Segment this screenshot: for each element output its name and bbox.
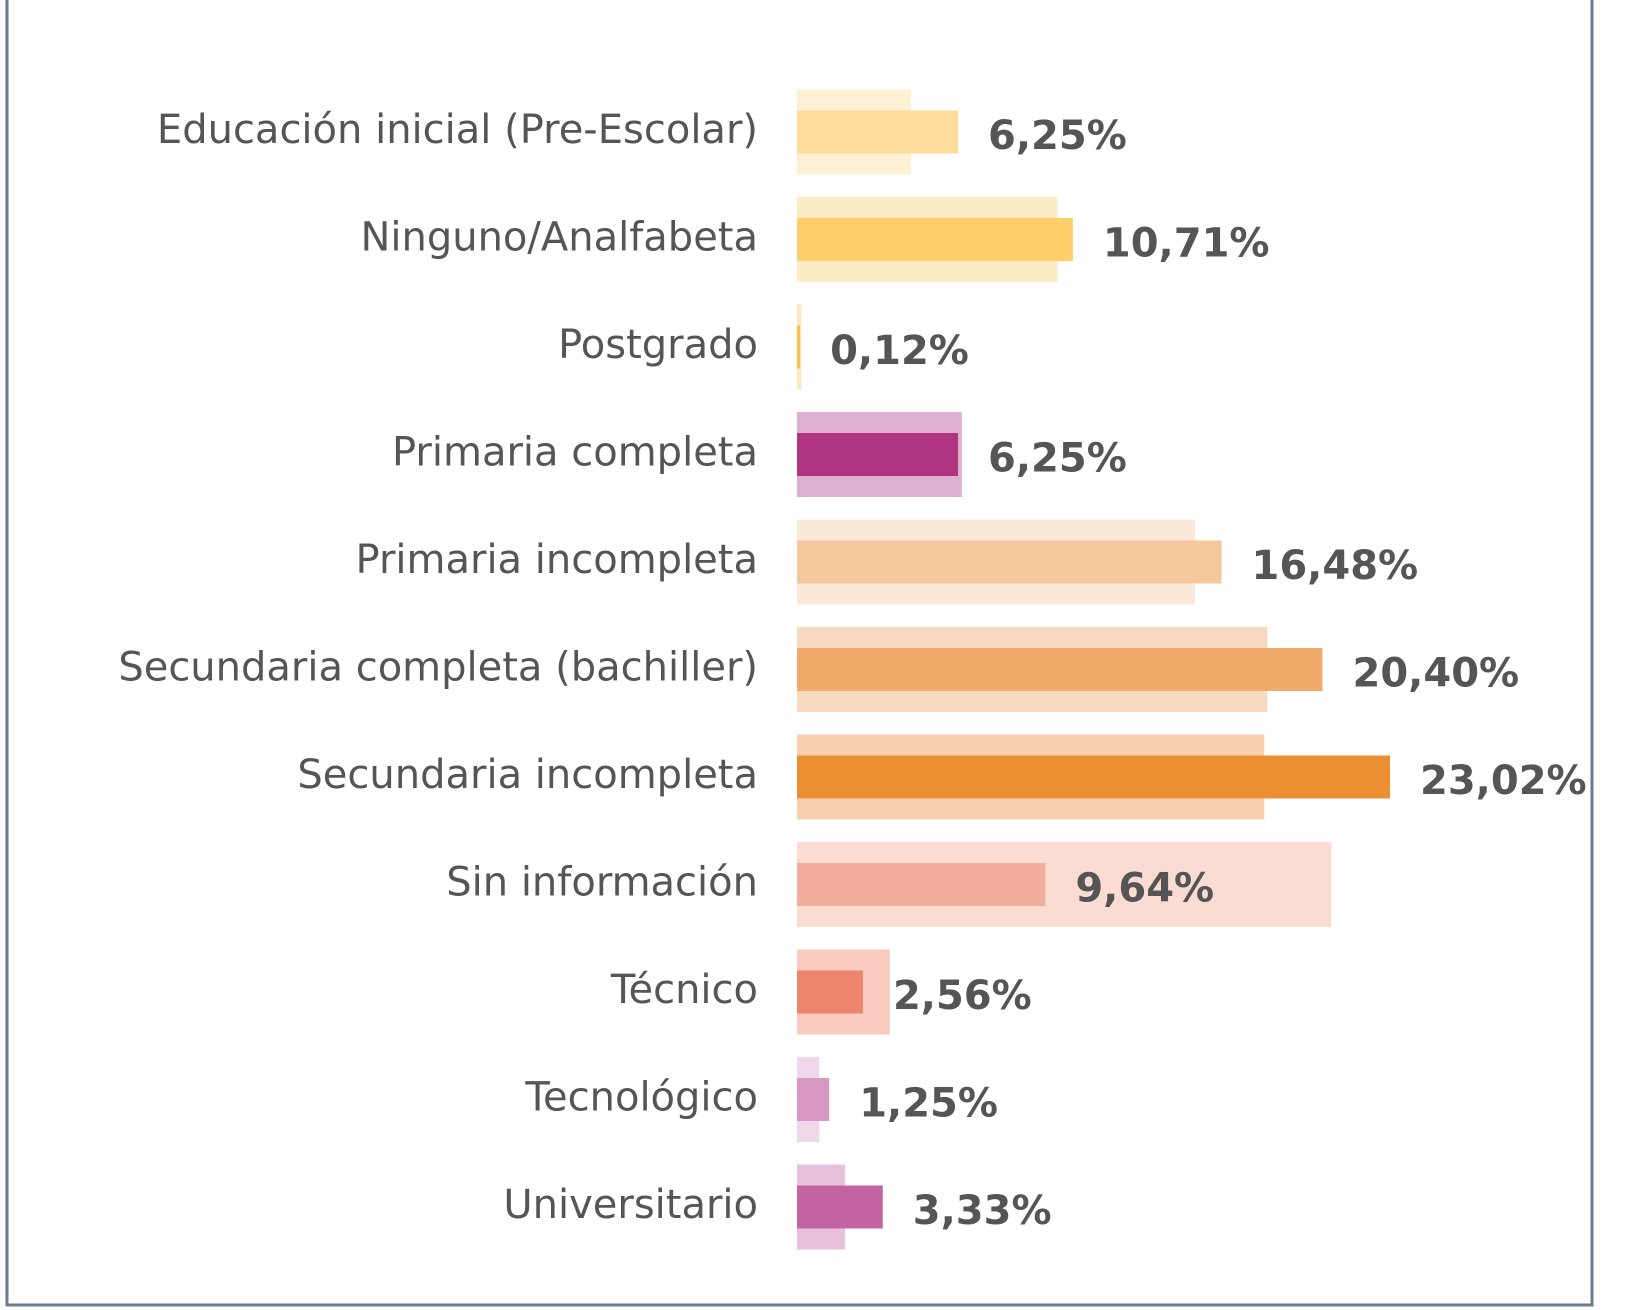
- value-label: 23,02%: [1420, 758, 1587, 804]
- value-label: 10,71%: [1103, 221, 1270, 267]
- value-label: 6,25%: [988, 113, 1127, 159]
- bar: [797, 1078, 830, 1121]
- category-label: Sin información: [446, 860, 758, 906]
- value-label: 3,33%: [913, 1188, 1052, 1234]
- bar: [797, 863, 1046, 906]
- category-label: Secundaria completa (bachiller): [118, 645, 758, 691]
- value-label: 20,40%: [1353, 651, 1520, 697]
- category-label: Secundaria incompleta: [297, 752, 758, 798]
- bar: [797, 218, 1073, 261]
- category-label: Primaria completa: [392, 430, 758, 476]
- bar: [797, 110, 959, 154]
- value-label: 6,25%: [988, 436, 1127, 482]
- bar: [797, 325, 801, 369]
- category-label: Universitario: [503, 1182, 758, 1228]
- value-label: 0,12%: [830, 328, 969, 374]
- category-label: Primaria incompleta: [356, 537, 758, 583]
- category-label: Técnico: [610, 967, 758, 1013]
- bar: [797, 648, 1323, 691]
- value-label: 16,48%: [1252, 543, 1419, 589]
- category-label: Ninguno/Analfabeta: [360, 215, 758, 261]
- category-label: Educación inicial (Pre-Escolar): [157, 107, 758, 153]
- bar: [797, 433, 959, 476]
- value-label: 9,64%: [1075, 866, 1214, 912]
- value-label: 1,25%: [859, 1081, 998, 1127]
- bar: [797, 540, 1222, 584]
- value-label: 2,56%: [893, 973, 1032, 1019]
- category-label: Postgrado: [558, 322, 758, 368]
- frame: [5, 0, 1594, 1307]
- bar: [797, 970, 863, 1014]
- category-label: Tecnológico: [524, 1075, 758, 1121]
- bar: [797, 1185, 883, 1229]
- bar: [797, 755, 1390, 799]
